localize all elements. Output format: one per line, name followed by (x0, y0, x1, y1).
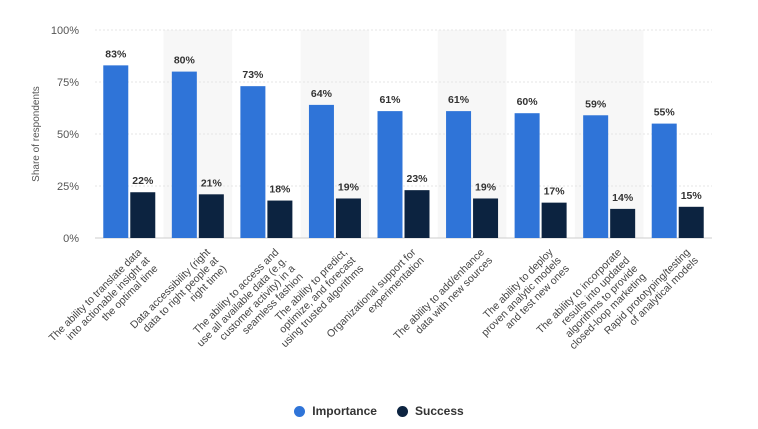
y-tick-label: 75% (57, 77, 79, 89)
data-label-importance-7: 59% (585, 98, 607, 110)
bar-success-8[interactable] (678, 206, 704, 238)
data-label-success-6: 17% (544, 186, 566, 198)
y-axis-title: Share of respondents (31, 86, 42, 182)
data-label-importance-5: 61% (448, 94, 470, 106)
bar-success-0[interactable] (130, 192, 156, 238)
gridlines (95, 29, 712, 239)
y-tick-label: 100% (51, 25, 79, 37)
legend: Importance Success (0, 404, 758, 418)
data-label-importance-1: 80% (174, 55, 196, 67)
data-labels: 83% 22% 80% 21% 73% 18% 64% 19% 61% 23% 61% 19% 60% 1… (105, 48, 702, 204)
bar-success-3[interactable] (335, 198, 361, 238)
bar-importance-0[interactable] (103, 65, 129, 238)
bar-importance-1[interactable] (171, 71, 197, 238)
data-label-success-7: 14% (612, 192, 634, 204)
x-category-label-line: into actionable insight at (64, 255, 152, 343)
y-axis: 0% 25% 50% 75% 100% (51, 25, 79, 245)
bar-success-4[interactable] (404, 190, 430, 238)
bar-importance-4[interactable] (377, 111, 403, 238)
bar-success-7[interactable] (610, 208, 636, 238)
bar-success-5[interactable] (473, 198, 499, 238)
x-category-label-line: data with new sources (413, 255, 495, 337)
legend-item-importance[interactable]: Importance (294, 404, 377, 418)
bar-importance-5[interactable] (446, 111, 472, 238)
data-label-success-8: 15% (681, 190, 703, 202)
bar-importance-3[interactable] (308, 104, 334, 238)
data-label-importance-6: 60% (517, 96, 539, 108)
bar-importance-8[interactable] (651, 123, 677, 238)
bar-importance-6[interactable] (514, 113, 540, 238)
data-label-importance-3: 64% (311, 88, 333, 100)
y-tick-label: 0% (63, 233, 79, 245)
data-label-success-4: 23% (406, 173, 428, 185)
legend-label-success: Success (414, 404, 464, 418)
data-label-importance-4: 61% (379, 94, 401, 106)
legend-item-success[interactable]: Success (396, 404, 464, 418)
bar-importance-2[interactable] (240, 86, 266, 238)
data-label-success-3: 19% (338, 181, 360, 193)
bar-success-1[interactable] (198, 194, 224, 238)
data-label-importance-2: 73% (242, 69, 264, 81)
data-label-success-5: 19% (475, 181, 497, 193)
data-label-importance-8: 55% (654, 107, 676, 119)
data-label-success-0: 22% (132, 175, 154, 187)
legend-marker-importance (294, 405, 306, 417)
data-label-success-2: 18% (269, 184, 291, 196)
bars (103, 65, 704, 238)
data-label-importance-0: 83% (105, 48, 127, 60)
y-tick-label: 50% (57, 129, 79, 141)
bar-success-2[interactable] (267, 200, 293, 238)
data-label-success-1: 21% (201, 177, 223, 189)
y-tick-label: 25% (57, 181, 79, 193)
legend-marker-success (396, 405, 408, 417)
legend-label-importance: Importance (312, 404, 377, 418)
bar-importance-7[interactable] (583, 115, 609, 238)
bar-success-6[interactable] (541, 202, 567, 238)
